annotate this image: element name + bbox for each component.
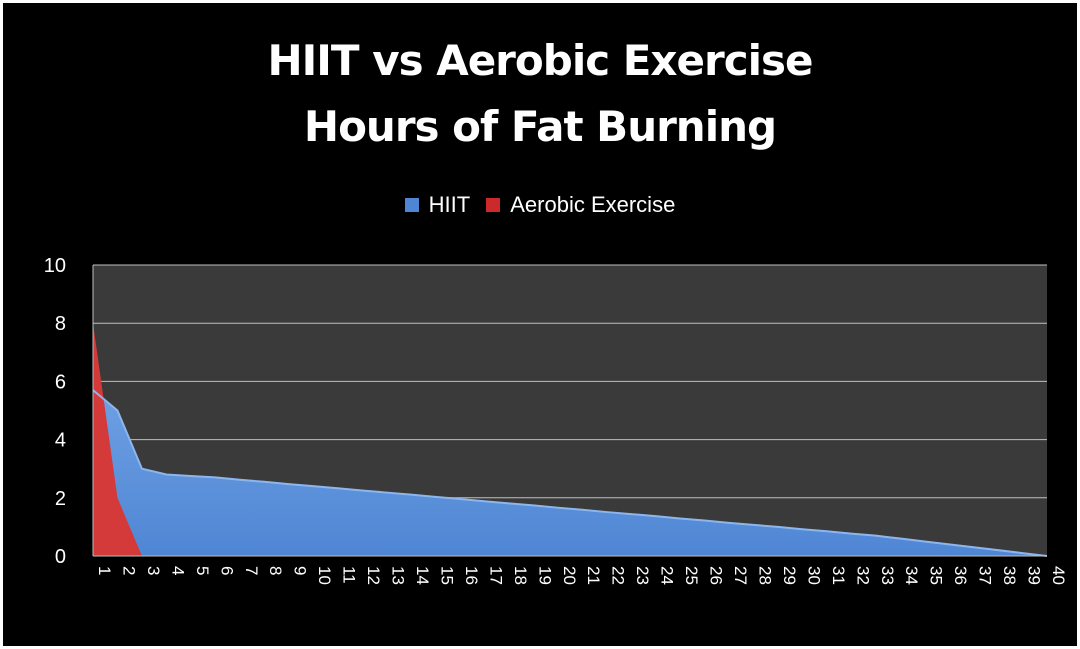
x-tick-label-11: 11: [340, 566, 359, 584]
y-tick-label-0: 0: [55, 546, 66, 568]
x-tick-label-36: 36: [951, 566, 970, 585]
x-tick-label-20: 20: [560, 566, 579, 585]
x-tick-label-29: 29: [780, 566, 799, 585]
legend-swatch-aerobic: [486, 198, 501, 212]
area-series-hiit: [93, 390, 1047, 556]
x-tick-label-8: 8: [266, 566, 285, 575]
x-tick-label-13: 13: [389, 566, 408, 585]
y-tick-label-4: 4: [55, 430, 66, 452]
x-tick-label-25: 25: [682, 566, 701, 585]
y-tick-label-8: 8: [55, 313, 66, 335]
chart-title-line-2: Hours of Fat Burning: [303, 102, 777, 151]
x-tick-label-26: 26: [707, 566, 726, 585]
area-edge-hiit: [92, 389, 1048, 557]
x-tick-label-23: 23: [633, 566, 652, 585]
x-tick-label-21: 21: [584, 566, 603, 585]
x-tick-label-32: 32: [853, 566, 872, 585]
x-tick-label-34: 34: [902, 566, 921, 585]
x-tick-label-7: 7: [242, 566, 261, 575]
x-tick-label-3: 3: [144, 566, 163, 575]
x-tick-label-27: 27: [731, 566, 750, 585]
x-tick-label-24: 24: [658, 566, 677, 585]
x-tick-label-22: 22: [609, 566, 628, 585]
x-tick-label-16: 16: [462, 566, 481, 585]
x-tick-label-31: 31: [829, 566, 848, 585]
x-tick-label-10: 10: [315, 566, 334, 585]
legend-label-hiit: HIIT: [428, 192, 471, 217]
x-tick-label-39: 39: [1025, 566, 1044, 585]
legend-label-aerobic: Aerobic Exercise: [510, 192, 676, 217]
x-tick-label-17: 17: [486, 566, 505, 585]
x-tick-label-14: 14: [413, 566, 432, 585]
x-tick-label-40: 40: [1049, 566, 1068, 585]
x-tick-label-6: 6: [217, 566, 236, 575]
x-tick-label-19: 19: [535, 566, 554, 585]
chart-title-line-1: HIIT vs Aerobic Exercise: [267, 36, 814, 85]
x-tick-label-33: 33: [878, 566, 897, 585]
legend-swatch-hiit: [404, 198, 419, 212]
y-tick-label-2: 2: [55, 488, 66, 510]
legend-item-aerobic: Aerobic Exercise: [486, 192, 675, 218]
x-tick-label-35: 35: [927, 566, 946, 585]
y-tick-label-10: 10: [44, 255, 66, 277]
chart-legend: HIIT Aerobic Exercise: [0, 192, 1080, 218]
y-tick-label-6: 6: [55, 371, 66, 393]
x-tick-label-2: 2: [119, 566, 138, 575]
x-tick-label-18: 18: [511, 566, 530, 585]
x-tick-label-12: 12: [364, 566, 383, 585]
x-tick-label-5: 5: [193, 566, 212, 575]
legend-item-hiit: HIIT: [404, 192, 471, 218]
x-tick-label-37: 37: [976, 566, 995, 585]
x-tick-label-30: 30: [804, 566, 823, 585]
x-tick-label-28: 28: [755, 566, 774, 585]
x-tick-label-9: 9: [291, 566, 310, 575]
x-tick-label-1: 1: [95, 566, 114, 575]
x-tick-label-38: 38: [1000, 566, 1019, 585]
x-tick-label-15: 15: [437, 566, 456, 585]
x-tick-label-4: 4: [168, 566, 187, 575]
